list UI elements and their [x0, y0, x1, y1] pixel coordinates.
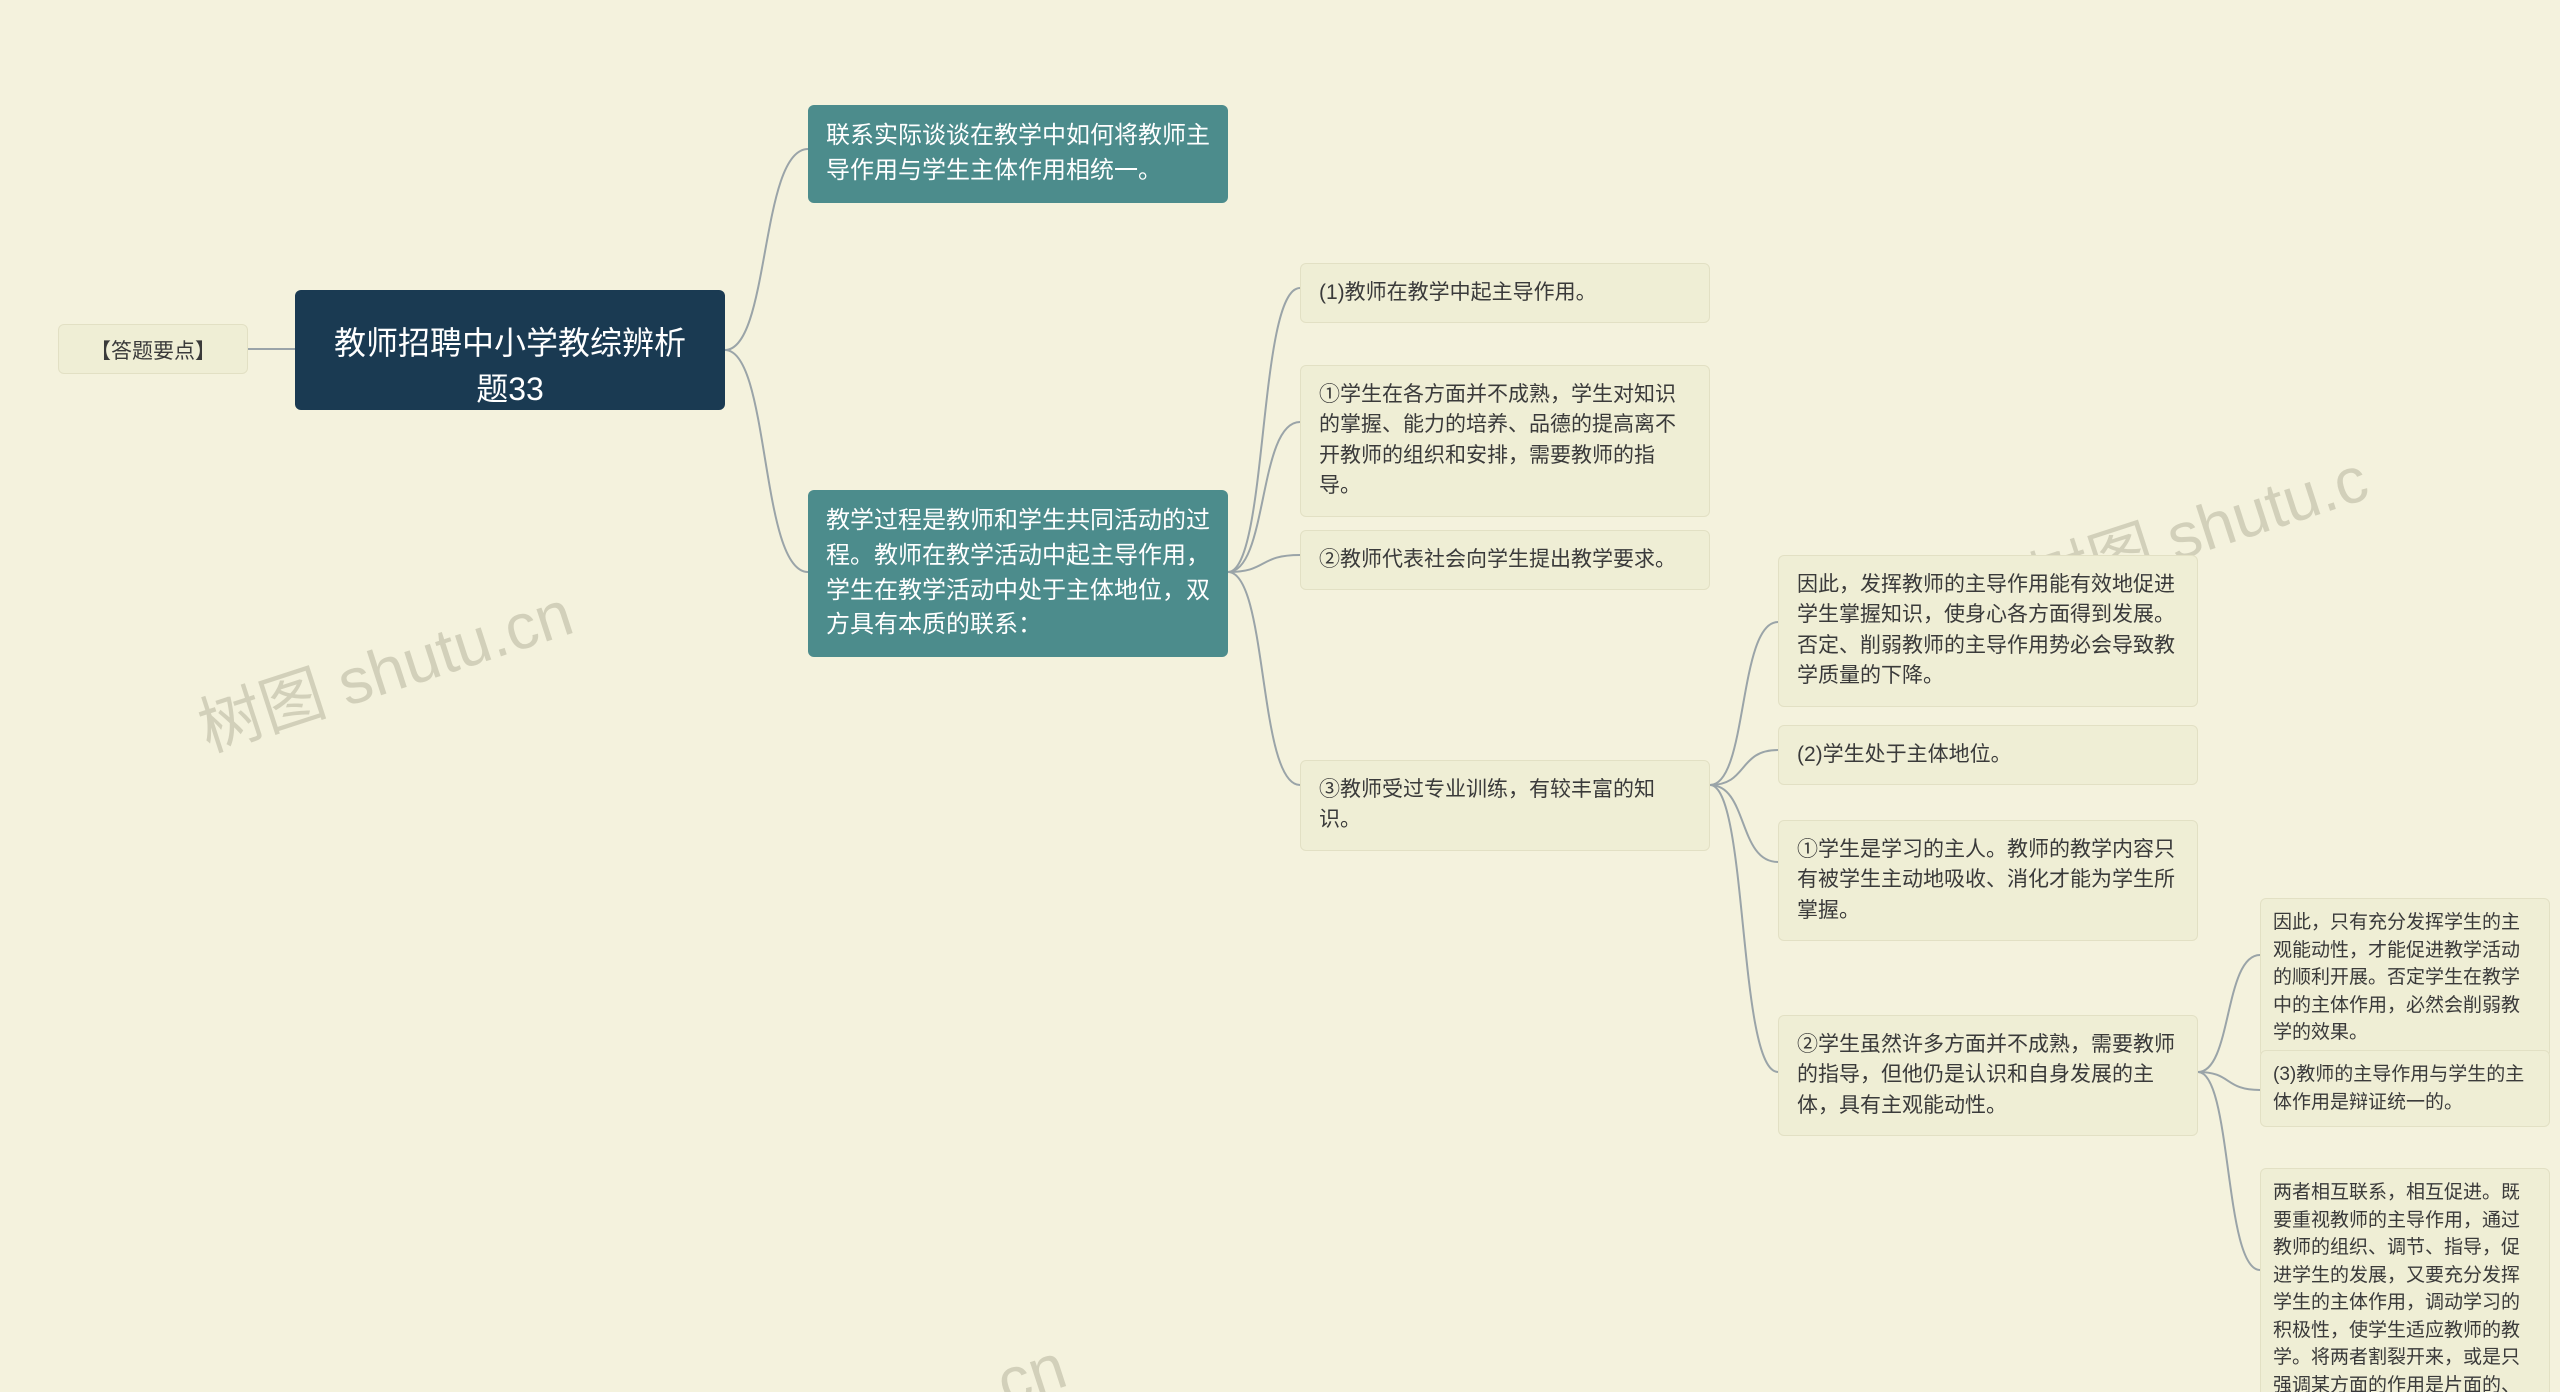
watermark: 树图 shutu.cn — [185, 562, 582, 769]
leaf-d3: ①学生是学习的主人。教师的教学内容只有被学生主动地吸收、消化才能为学生所掌握。 — [1778, 820, 2198, 941]
branch-2: 教学过程是教师和学生共同活动的过程。教师在教学活动中起主导作用，学生在教学活动中… — [808, 490, 1228, 657]
leaf-c4: ③教师受过专业训练，有较丰富的知识。 — [1300, 760, 1710, 851]
root-line2: 题33 — [315, 366, 705, 412]
leaf-e2: (3)教师的主导作用与学生的主体作用是辩证统一的。 — [2260, 1050, 2550, 1127]
leaf-text: ③教师受过专业训练，有较丰富的知识。 — [1319, 778, 1655, 831]
leaf-text: ②学生虽然许多方面并不成熟，需要教师的指导，但他仍是认识和自身发展的主体，具有主… — [1797, 1033, 2175, 1117]
leaf-text: (2)学生处于主体地位。 — [1797, 743, 2012, 766]
leaf-c2: ①学生在各方面并不成熟，学生对知识的掌握、能力的培养、品德的提高离不开教师的组织… — [1300, 365, 1710, 517]
leaf-text: (1)教师在教学中起主导作用。 — [1319, 281, 1597, 304]
leaf-text: (3)教师的主导作用与学生的主体作用是辩证统一的。 — [2273, 1064, 2524, 1113]
leaf-answer-key: 【答题要点】 — [58, 324, 248, 374]
leaf-d4: ②学生虽然许多方面并不成熟，需要教师的指导，但他仍是认识和自身发展的主体，具有主… — [1778, 1015, 2198, 1136]
leaf-text: ①学生是学习的主人。教师的教学内容只有被学生主动地吸收、消化才能为学生所掌握。 — [1797, 838, 2175, 922]
leaf-text: 【答题要点】 — [90, 340, 216, 363]
leaf-e1: 因此，只有充分发挥学生的主观能动性，才能促进教学活动的顺利开展。否定学生在教学中… — [2260, 898, 2550, 1058]
branch-text: 教学过程是教师和学生共同活动的过程。教师在教学活动中起主导作用，学生在教学活动中… — [826, 507, 1210, 638]
leaf-text: 因此，只有充分发挥学生的主观能动性，才能促进教学活动的顺利开展。否定学生在教学中… — [2273, 912, 2520, 1043]
leaf-d2: (2)学生处于主体地位。 — [1778, 725, 2198, 785]
branch-1: 联系实际谈谈在教学中如何将教师主导作用与学生主体作用相统一。 — [808, 105, 1228, 203]
root-node: 教师招聘中小学教综辨析 题33 — [295, 290, 725, 410]
leaf-text: ①学生在各方面并不成熟，学生对知识的掌握、能力的培养、品德的提高离不开教师的组织… — [1319, 383, 1676, 497]
leaf-c3: ②教师代表社会向学生提出教学要求。 — [1300, 530, 1710, 590]
leaf-text: ②教师代表社会向学生提出教学要求。 — [1319, 548, 1676, 571]
leaf-e3: 两者相互联系，相互促进。既要重视教师的主导作用，通过教师的组织、调节、指导，促进… — [2260, 1168, 2550, 1392]
leaf-text: 因此，发挥教师的主导作用能有效地促进学生掌握知识，使身心各方面得到发展。否定、削… — [1797, 573, 2175, 687]
leaf-text: 两者相互联系，相互促进。既要重视教师的主导作用，通过教师的组织、调节、指导，促进… — [2273, 1182, 2520, 1392]
leaf-c1: (1)教师在教学中起主导作用。 — [1300, 263, 1710, 323]
leaf-d1: 因此，发挥教师的主导作用能有效地促进学生掌握知识，使身心各方面得到发展。否定、削… — [1778, 555, 2198, 707]
branch-text: 联系实际谈谈在教学中如何将教师主导作用与学生主体作用相统一。 — [826, 122, 1210, 184]
root-line1: 教师招聘中小学教综辨析 — [315, 320, 705, 366]
watermark: .cn — [971, 1329, 1075, 1392]
